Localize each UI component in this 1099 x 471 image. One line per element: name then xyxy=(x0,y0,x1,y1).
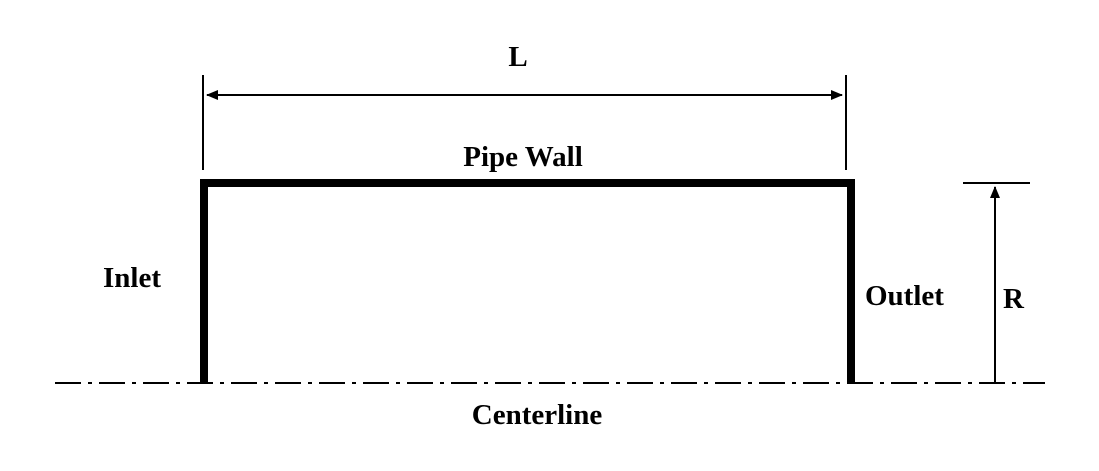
radius-label: R xyxy=(1003,283,1025,315)
length-label: L xyxy=(508,41,527,73)
centerline-axis: Centerline xyxy=(55,382,1045,431)
inlet-label: Inlet xyxy=(103,262,161,294)
outlet-label: Outlet xyxy=(865,280,944,312)
length-dimension: L xyxy=(202,41,847,170)
radius-dimension: R xyxy=(963,182,1030,383)
centerline-label: Centerline xyxy=(472,399,603,431)
pipe-domain: Pipe Wall Inlet Outlet xyxy=(103,141,944,383)
pipe-wall-label: Pipe Wall xyxy=(463,141,583,173)
